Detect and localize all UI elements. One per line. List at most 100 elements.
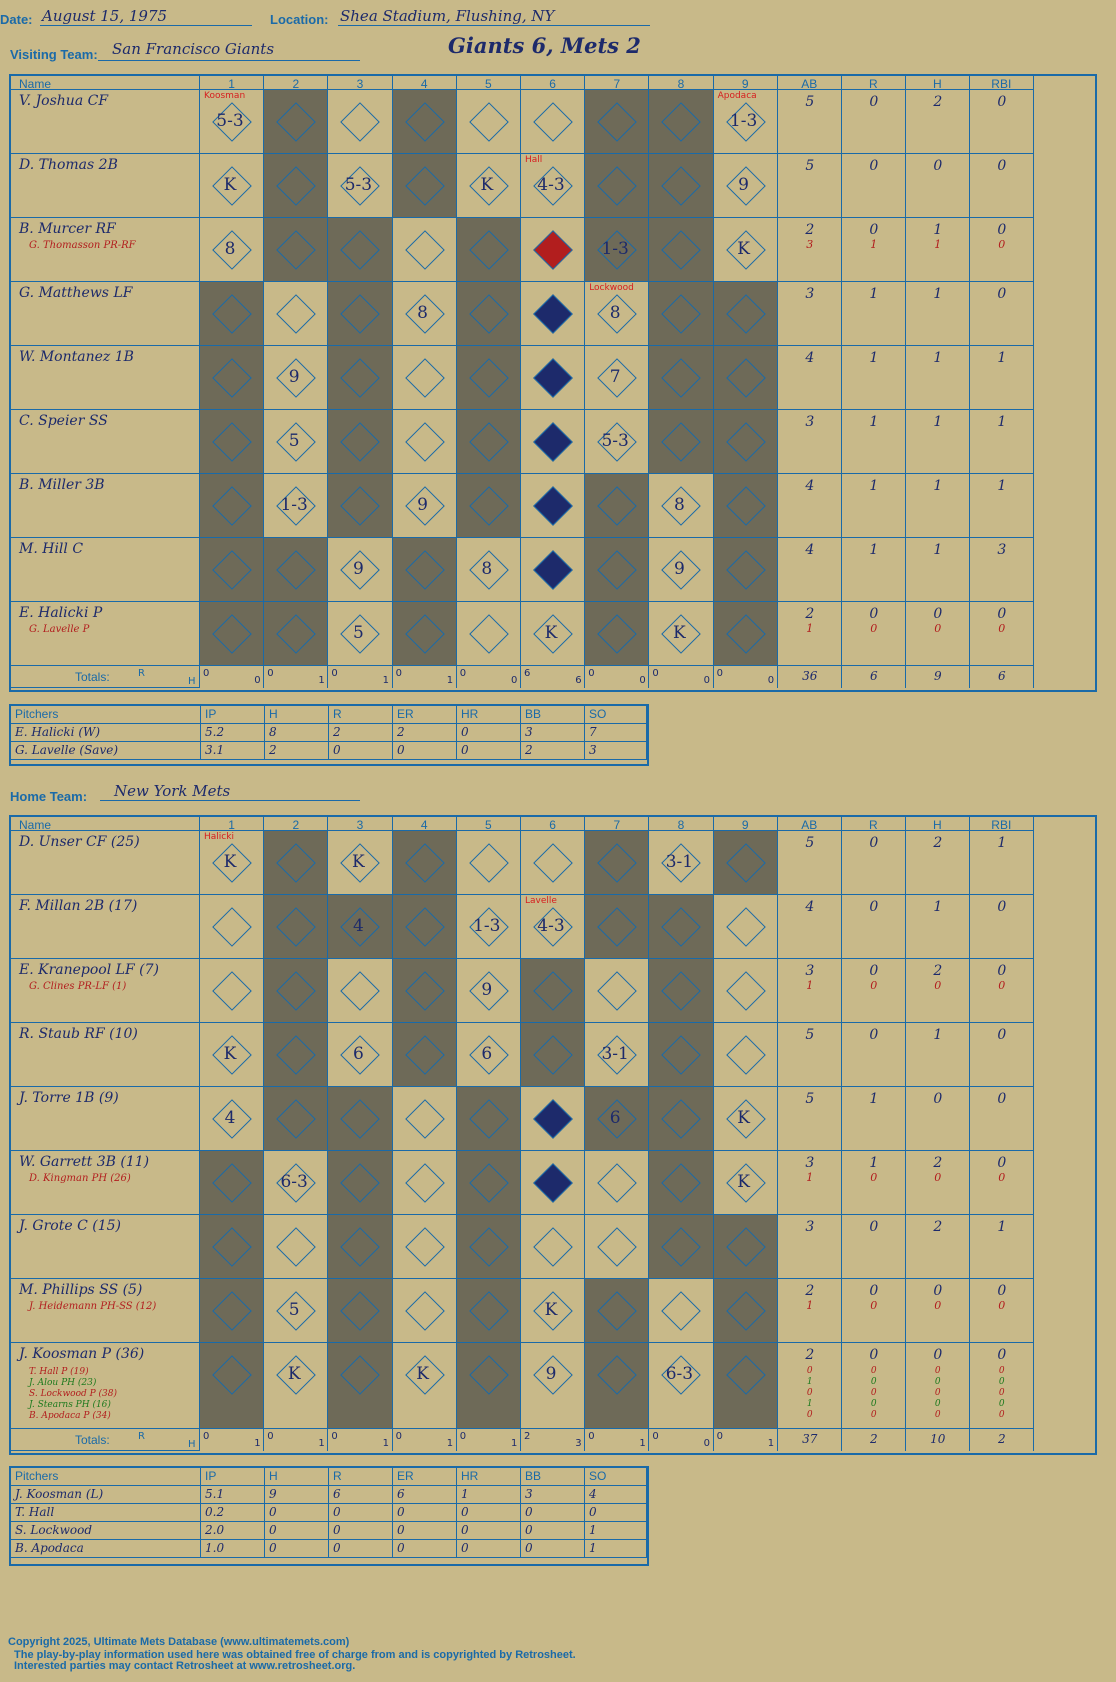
at-bat-cell	[585, 959, 650, 1023]
pitch-col-header: H	[265, 1468, 329, 1486]
play-notation: 4-3	[537, 175, 565, 195]
stat-r: 0	[869, 94, 879, 110]
footer-copyright: Copyright 2025, Ultimate Mets Database (…	[8, 1636, 350, 1648]
col-header-r: R	[841, 76, 906, 91]
play-notation: K	[223, 852, 237, 872]
at-bat-cell	[328, 1023, 393, 1087]
score-title: Giants 6, Mets 2	[448, 33, 641, 58]
stat-ab: 4	[805, 350, 815, 366]
at-bat-cell	[649, 218, 714, 282]
col-header-inning-5: 5	[456, 817, 521, 832]
stat-cell	[969, 1279, 1034, 1343]
footer-contact: Interested parties may contact Retroshee…	[14, 1660, 356, 1672]
pitcher-name: J. Koosman (L)	[11, 1486, 201, 1504]
player-name: E. Kranepool LF (7)	[19, 962, 159, 978]
koosman-sub-stat: 1	[806, 1377, 813, 1387]
at-bat-cell	[585, 1343, 650, 1429]
play-notation: 9	[673, 559, 685, 579]
at-bat-cell	[392, 1151, 457, 1215]
pitcher-stat: 0	[393, 1504, 457, 1522]
at-bat-cell	[200, 154, 265, 218]
stat-ab: 2	[805, 606, 815, 622]
stat-r: 0	[869, 1027, 879, 1043]
at-bat-cell	[264, 410, 329, 474]
totals-label: Totals:	[75, 1433, 110, 1447]
pitcher-stat: 5.1	[201, 1486, 265, 1504]
at-bat-cell	[200, 1151, 265, 1215]
col-header-inning-3: 3	[328, 817, 393, 832]
koosman-sub-stat: 0	[998, 1377, 1005, 1387]
pitcher-stat: 0	[393, 742, 457, 760]
pitcher-change-label: Koosman	[204, 91, 246, 101]
inning-runs: 0	[588, 668, 595, 679]
at-bat-cell	[200, 346, 265, 410]
stat-cell	[905, 410, 970, 474]
substitute-name: J. Heidemann PH-SS (12)	[29, 1301, 157, 1312]
stat-cell	[969, 831, 1034, 895]
at-bat-cell	[713, 1215, 778, 1279]
at-bat-cell	[264, 218, 329, 282]
at-bat-cell	[200, 282, 265, 346]
koosman-sub-name: J. Stearns PH (16)	[29, 1400, 111, 1410]
inning-hits: 3	[575, 1438, 582, 1449]
pitcher-stat: 0	[521, 1540, 585, 1558]
stat-cell	[969, 1023, 1034, 1087]
stat-cell	[841, 959, 906, 1023]
at-bat-cell	[456, 282, 521, 346]
at-bat-cell	[392, 1215, 457, 1279]
stat-r: 0	[869, 222, 879, 238]
koosman-sub-name: S. Lockwood P (38)	[29, 1389, 118, 1399]
at-bat-cell	[649, 154, 714, 218]
at-bat-cell	[200, 895, 265, 959]
substitute-name: G. Lavelle P	[29, 624, 90, 635]
stat-cell	[777, 959, 842, 1023]
play-notation: 9	[738, 175, 749, 195]
play-notation: 6	[481, 1044, 493, 1064]
stat-h: 2	[933, 1155, 943, 1171]
inning-hits: 1	[382, 675, 389, 686]
stat-ab: 4	[805, 899, 815, 915]
at-bat-cell	[456, 346, 521, 410]
pitcher-stat: 3	[521, 724, 585, 742]
play-notation: K	[287, 1364, 301, 1384]
at-bat-cell	[456, 474, 521, 538]
stat-r: 1	[869, 1155, 879, 1171]
player-cell	[11, 346, 200, 410]
at-bat-cell	[328, 282, 393, 346]
total-r: 6	[869, 669, 878, 683]
col-header-inning-7: 7	[585, 76, 650, 91]
stat-cell	[969, 1087, 1034, 1151]
at-bat-cell	[649, 602, 714, 666]
sub-stat: 0	[998, 1171, 1006, 1184]
inning-hits: 0	[703, 1438, 710, 1449]
stat-h: 2	[933, 1219, 943, 1235]
inning-total-cell	[328, 666, 393, 688]
stat-cell	[905, 1279, 970, 1343]
koosman-sub-stat: 0	[998, 1388, 1005, 1398]
pitcher-stat: 1	[585, 1540, 647, 1558]
stat-rbi: 0	[997, 286, 1007, 302]
footer-retrosheet: The play-by-play information used here w…	[14, 1649, 576, 1661]
stat-h: 1	[933, 222, 943, 238]
inning-runs: 0	[331, 1431, 338, 1442]
stat-cell	[777, 474, 842, 538]
at-bat-cell	[713, 895, 778, 959]
pitcher-name: E. Halicki (W)	[11, 724, 201, 742]
total-h: 9	[933, 669, 942, 683]
visiting-team-label: Visiting Team:	[10, 47, 98, 62]
at-bat-cell	[585, 346, 650, 410]
location-value: Shea Stadium, Flushing, NY	[340, 7, 555, 25]
at-bat-cell	[585, 1151, 650, 1215]
player-name: M. Hill C	[19, 541, 84, 557]
stat-h: 2	[933, 835, 943, 851]
at-bat-cell	[649, 1151, 714, 1215]
at-bat-cell	[649, 282, 714, 346]
col-header-inning-9: 9	[713, 76, 778, 91]
inning-hits: 0	[703, 675, 710, 686]
at-bat-cell	[392, 410, 457, 474]
rh-key	[132, 1429, 200, 1451]
sub-stat: 0	[998, 979, 1006, 992]
play-notation: 8	[481, 559, 493, 579]
sub-stat: 1	[870, 238, 878, 251]
pitcher-change-label: Hall	[525, 155, 543, 165]
